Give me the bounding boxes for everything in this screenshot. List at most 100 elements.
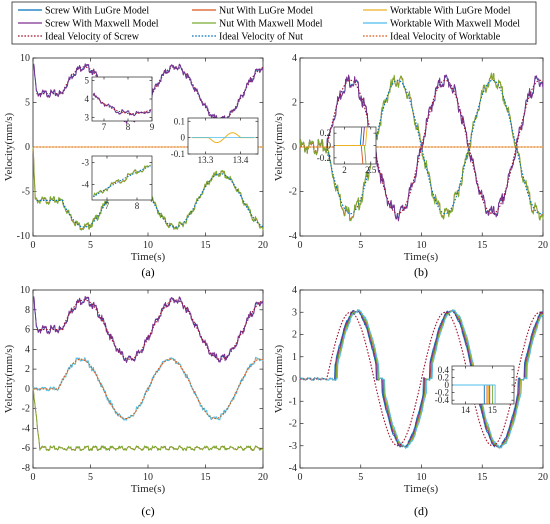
inset-screw-maxwell xyxy=(92,92,152,117)
panel-b-xtick-label: 15 xyxy=(477,240,487,251)
panel-b-inset-1-ytick-label: 0 xyxy=(327,141,332,151)
legend-label: Worktable With Maxwell Model xyxy=(390,19,520,30)
panel-b-series xyxy=(299,72,544,222)
ideal-screw-line xyxy=(36,299,264,360)
panel-b-inset-1-ytick-label: 0.2 xyxy=(320,128,331,138)
panel-b-xtick-label: 5 xyxy=(358,240,363,251)
panel-d-inset-1-ytick-label: 0.4 xyxy=(438,365,450,375)
response-line xyxy=(299,309,544,449)
panel-c-ytick-label: 10 xyxy=(20,285,30,296)
panel-a-inset-2-ytick-label: -0.1 xyxy=(171,149,185,159)
legend-entry: Screw With Maxwell Model xyxy=(18,19,159,30)
panel-b-ytick-label: 4 xyxy=(292,53,297,64)
panel-c-label: (c) xyxy=(141,504,154,518)
legend-entry: Worktable With LuGre Model xyxy=(363,6,511,17)
panel-c: 0 5 10 15 20 -8 -6 -4 -2 0 2 4 6 8 10 Time(s) Velocity… xyxy=(3,285,268,518)
panel-a-inset-3-xtick-label: 8 xyxy=(135,201,140,211)
panel-b-ytick-label: -4 xyxy=(289,231,297,242)
panel-c-ytick-label: 2 xyxy=(25,364,30,375)
panel-d-inset-1-ytick-label: -0.4 xyxy=(435,395,450,405)
inset-ideal-screw xyxy=(92,94,152,115)
ideal-nut-line xyxy=(300,79,544,215)
panel-b-xlabel: Time(s) xyxy=(404,251,439,263)
panel-d-ytick-label: 3 xyxy=(292,307,297,318)
panel-d-inset-1-xtick-label: 14 xyxy=(461,405,471,415)
legend-entry: Nut With Maxwell Model xyxy=(192,19,323,30)
nut-maxwell-line xyxy=(32,388,264,452)
panel-a-inset-3-ytick-label: -3 xyxy=(82,158,90,168)
panel-d-xlabel: Time(s) xyxy=(404,483,439,495)
panel-a: 0 5 10 15 20 -10 -5 0 5 10 Time(s) Velocity(mm/s)… xyxy=(3,53,268,279)
panel-b-inset-1-xtick-label: 2 xyxy=(342,165,347,175)
panel-d-ytick-label: -3 xyxy=(289,441,297,452)
panel-a-ytick-label: 5 xyxy=(25,98,30,109)
panel-a-ytick-label: 0 xyxy=(25,142,30,153)
panel-d-xtick-label: 10 xyxy=(417,472,427,483)
panel-a-inset-2-xtick-label: 13.4 xyxy=(233,155,249,165)
panel-a-inset-1-xtick-label: 7 xyxy=(102,122,107,132)
screw-maxwell-line xyxy=(33,295,264,364)
legend-label: Screw With Maxwell Model xyxy=(45,19,159,30)
panel-a-label: (a) xyxy=(141,265,154,279)
panel-c-xtick-label: 15 xyxy=(201,472,211,483)
panel-a-inset-1-xtick-label: 9 xyxy=(150,122,155,132)
panel-a-ytick-label: -5 xyxy=(22,187,30,198)
legend-entry: Nut With LuGre Model xyxy=(192,6,313,17)
panel-d-label: (d) xyxy=(414,504,428,518)
panel-a-inset-3-ytick-label: -4 xyxy=(82,180,90,190)
panel-a-xtick-label: 10 xyxy=(143,240,153,251)
panel-b-xtick-label: 20 xyxy=(538,240,548,251)
panel-b-xtick-label: 10 xyxy=(417,240,427,251)
panel-c-xtick-label: 5 xyxy=(88,472,93,483)
legend: Screw With LuGre Model Nut With LuGre Mod… xyxy=(11,1,537,45)
response-line xyxy=(299,309,544,449)
panel-d-xtick-label: 20 xyxy=(538,472,548,483)
legend-entry: Screw With LuGre Model xyxy=(18,6,149,17)
panel-a-inset-2-xtick-label: 13.3 xyxy=(198,155,214,165)
panel-b-inset-1-xtick-label: 2.5 xyxy=(365,165,377,175)
panel-a-ytick-label: -10 xyxy=(17,231,30,242)
response-line xyxy=(299,309,544,449)
panel-c-ytick-label: -6 xyxy=(22,443,30,454)
panel-a-inset-1-ytick-label: 4 xyxy=(85,94,90,104)
legend-entry: Worktable With Maxwell Model xyxy=(363,19,520,30)
panel-b-ylabel: Velocity(mm/s) xyxy=(273,112,285,181)
panel-a-ylabel: Velocity(mm/s) xyxy=(3,112,15,181)
panel-c-ytick-label: 8 xyxy=(25,305,30,316)
panel-d-inset-1: 14 15 -0.4-0.200.20.4 xyxy=(435,365,515,415)
panel-c-xlabel: Time(s) xyxy=(131,483,166,495)
ideal-line xyxy=(300,311,544,447)
inset-nut-maxwell xyxy=(93,164,151,197)
panel-b-ytick-label: -2 xyxy=(289,187,297,198)
panel-a-inset-3-xtick-label: 7 xyxy=(105,201,110,211)
panel-d-inset-1-xtick-label: 15 xyxy=(488,405,498,415)
panel-a-inset-1-box xyxy=(91,76,153,122)
ideal-nut-line xyxy=(36,173,264,228)
panel-a-inset-1: 7 8 9 3 4 5 xyxy=(85,76,155,132)
panel-a-xtick-label: 15 xyxy=(201,240,211,251)
panel-a-inset-2-ytick-label: 0 xyxy=(181,133,186,143)
legend-label: Screw With LuGre Model xyxy=(45,6,149,17)
panel-d-xtick-label: 15 xyxy=(477,472,487,483)
panel-a-xlabel: Time(s) xyxy=(131,251,166,263)
panel-b-ytick-label: 2 xyxy=(292,98,297,109)
panel-d-ytick-label: 1 xyxy=(292,352,297,363)
panel-a-inset-2-box xyxy=(187,117,259,155)
panel-c-ytick-label: -2 xyxy=(22,404,30,415)
panel-b-xtick-label: 0 xyxy=(298,240,303,251)
response-line xyxy=(299,309,544,449)
panel-c-series xyxy=(32,295,264,452)
panel-d-series xyxy=(299,309,544,449)
panel-d-ytick-label: -2 xyxy=(289,419,297,430)
panel-c-xtick-label: 10 xyxy=(143,472,153,483)
panel-a-ytick-label: 10 xyxy=(20,53,30,64)
panel-a-inset-1-ytick-label: 3 xyxy=(85,112,90,122)
ideal-worktable-line xyxy=(33,358,264,420)
panel-b-ytick-label: 0 xyxy=(292,142,297,153)
legend-label: Nut With Maxwell Model xyxy=(219,19,323,30)
legend-label: Ideal Velocity of Worktable xyxy=(390,32,501,43)
panel-c-ylabel: Velocity(mm/s) xyxy=(3,344,15,413)
panel-c-axes-box xyxy=(32,289,264,469)
